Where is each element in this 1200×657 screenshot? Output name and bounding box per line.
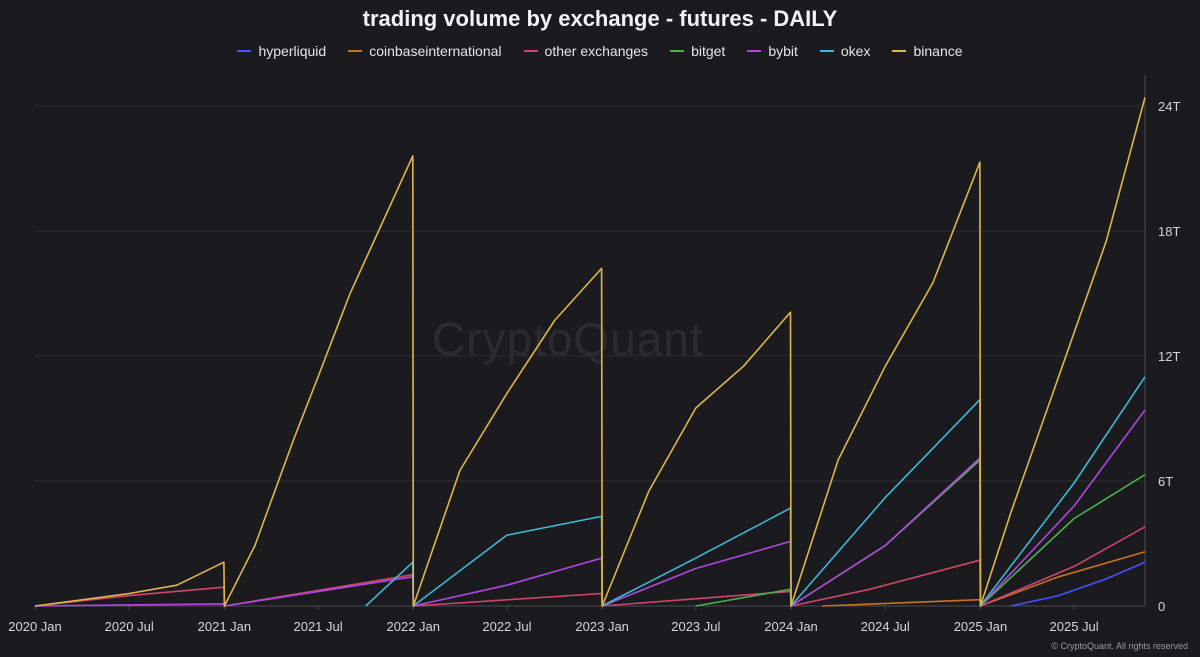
chart-legend: hyperliquid coinbaseinternational other ex…	[0, 43, 1200, 59]
legend-swatch	[747, 50, 762, 52]
chart-title: trading volume by exchange - futures - D…	[362, 6, 838, 31]
legend-label: other exchanges	[544, 43, 649, 59]
legend-swatch	[892, 50, 907, 52]
copyright-text: © CryptoQuant. All rights reserved	[1051, 641, 1188, 651]
y-tick-label: 0	[1158, 599, 1165, 614]
legend-swatch	[523, 50, 538, 52]
x-tick-label: 2025 Jan	[954, 619, 1008, 634]
y-tick-label: 6T	[1158, 474, 1173, 489]
legend-item-okex[interactable]: okex	[819, 43, 871, 59]
x-tick-label: 2025 Jul	[1050, 619, 1099, 634]
series-line-okex	[365, 376, 1146, 607]
series-line-binance	[34, 97, 1146, 607]
x-tick-label: 2020 Jan	[8, 619, 62, 634]
legend-item-other-exchanges[interactable]: other exchanges	[523, 43, 649, 59]
y-tick-label: 12T	[1158, 349, 1180, 364]
legend-swatch	[819, 50, 834, 52]
legend-label: bybit	[768, 43, 798, 59]
legend-label: bitget	[691, 43, 726, 59]
x-tick-label: 2023 Jan	[575, 619, 629, 634]
x-tick-label: 2022 Jul	[482, 619, 531, 634]
legend-swatch	[237, 50, 252, 52]
x-tick-label: 2022 Jan	[387, 619, 441, 634]
legend-label: coinbaseinternational	[369, 43, 502, 59]
legend-item-bitget[interactable]: bitget	[670, 43, 725, 59]
series-line-bitget	[695, 459, 1146, 607]
y-tick-label: 24T	[1158, 99, 1180, 114]
legend-item-hyperliquid[interactable]: hyperliquid	[237, 43, 326, 59]
series-line-bybit	[34, 409, 1146, 607]
x-tick-label: 2020 Jul	[105, 619, 154, 634]
legend-item-coinbaseinternational[interactable]: coinbaseinternational	[348, 43, 502, 59]
x-tick-label: 2023 Jul	[671, 619, 720, 634]
legend-item-binance[interactable]: binance	[892, 43, 963, 59]
series-line-other-exchanges	[34, 526, 1146, 607]
x-tick-label: 2021 Jul	[293, 619, 342, 634]
legend-label: binance	[913, 43, 963, 59]
legend-item-bybit[interactable]: bybit	[747, 43, 798, 59]
series-line-hyperliquid	[1010, 561, 1146, 607]
x-tick-label: 2024 Jul	[861, 619, 910, 634]
x-tick-label: 2021 Jan	[198, 619, 252, 634]
legend-label: hyperliquid	[258, 43, 327, 59]
legend-swatch	[348, 50, 363, 52]
legend-swatch	[670, 50, 685, 52]
y-tick-label: 18T	[1158, 224, 1180, 239]
legend-label: okex	[840, 43, 871, 59]
x-tick-label: 2024 Jan	[764, 619, 818, 634]
